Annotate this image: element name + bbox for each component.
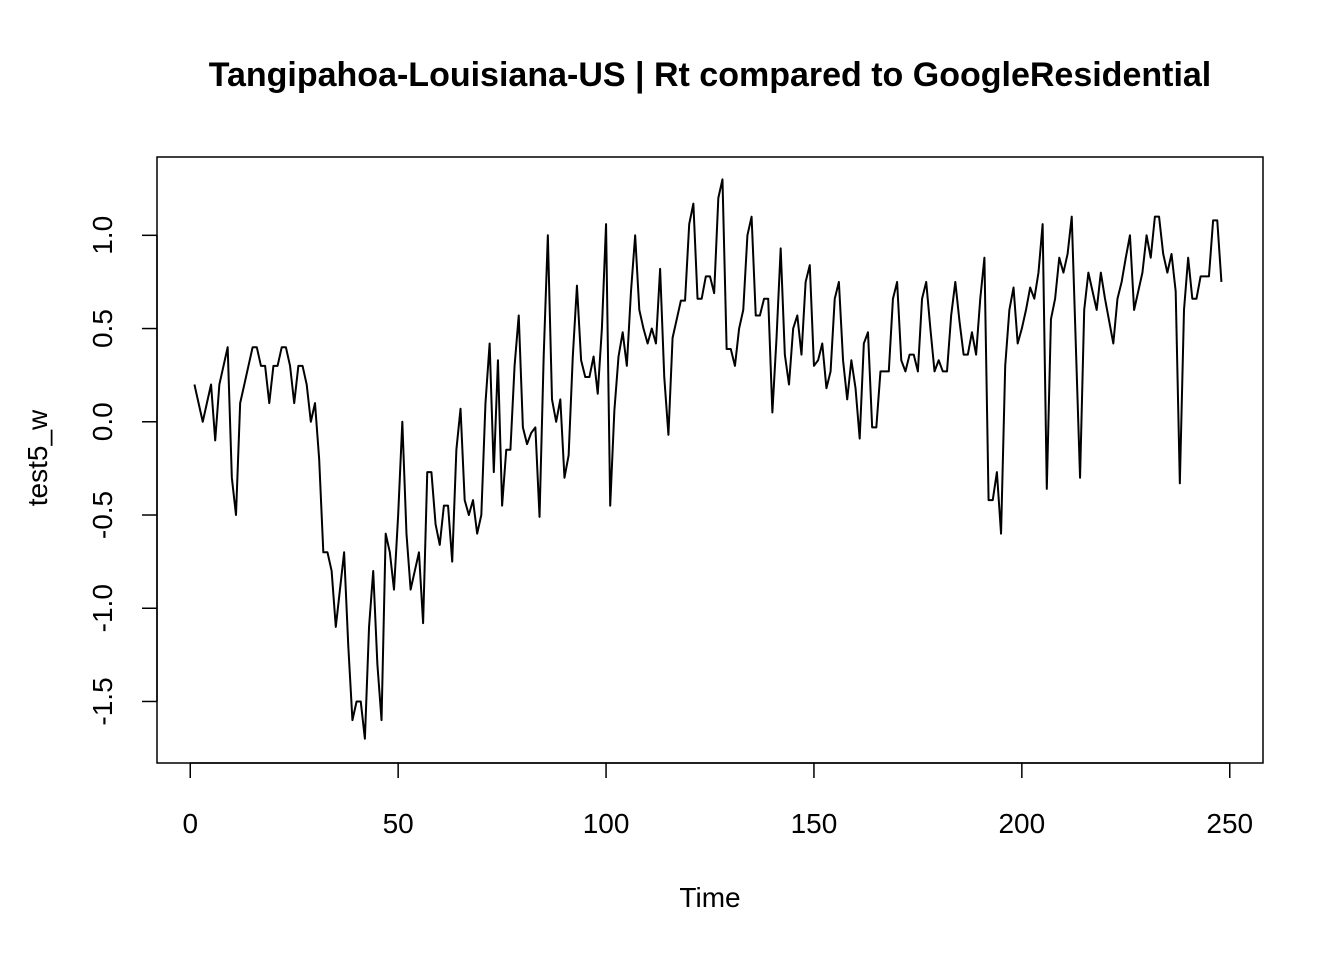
x-tick-label: 200 <box>998 808 1045 839</box>
y-tick-label: 0.5 <box>87 309 118 348</box>
x-tick-label: 150 <box>791 808 838 839</box>
series-layer <box>193 178 1223 740</box>
y-tick-label: 0.0 <box>87 402 118 441</box>
y-tick-label: 1.0 <box>87 216 118 255</box>
chart-title: Tangipahoa-Louisiana-US | Rt compared to… <box>208 56 1212 94</box>
plot-frame <box>156 156 1264 764</box>
y-tick-label: -0.5 <box>87 491 118 539</box>
x-tick-label: 0 <box>182 808 198 839</box>
x-tick-label: 100 <box>583 808 630 839</box>
x-tick-label: 250 <box>1206 808 1253 839</box>
series-line <box>193 178 1223 740</box>
y-tick-label: -1.5 <box>87 677 118 725</box>
y-axis-label: test5_w <box>22 409 53 507</box>
x-axis-label: Time <box>679 882 741 913</box>
x-axis: 0 50 100 150 200 250 <box>182 762 1253 839</box>
y-tick-label: -1.0 <box>87 584 118 632</box>
x-tick-label: 50 <box>383 808 414 839</box>
y-axis: -1.5 -1.0 -0.5 0.0 0.5 1.0 <box>87 216 158 726</box>
